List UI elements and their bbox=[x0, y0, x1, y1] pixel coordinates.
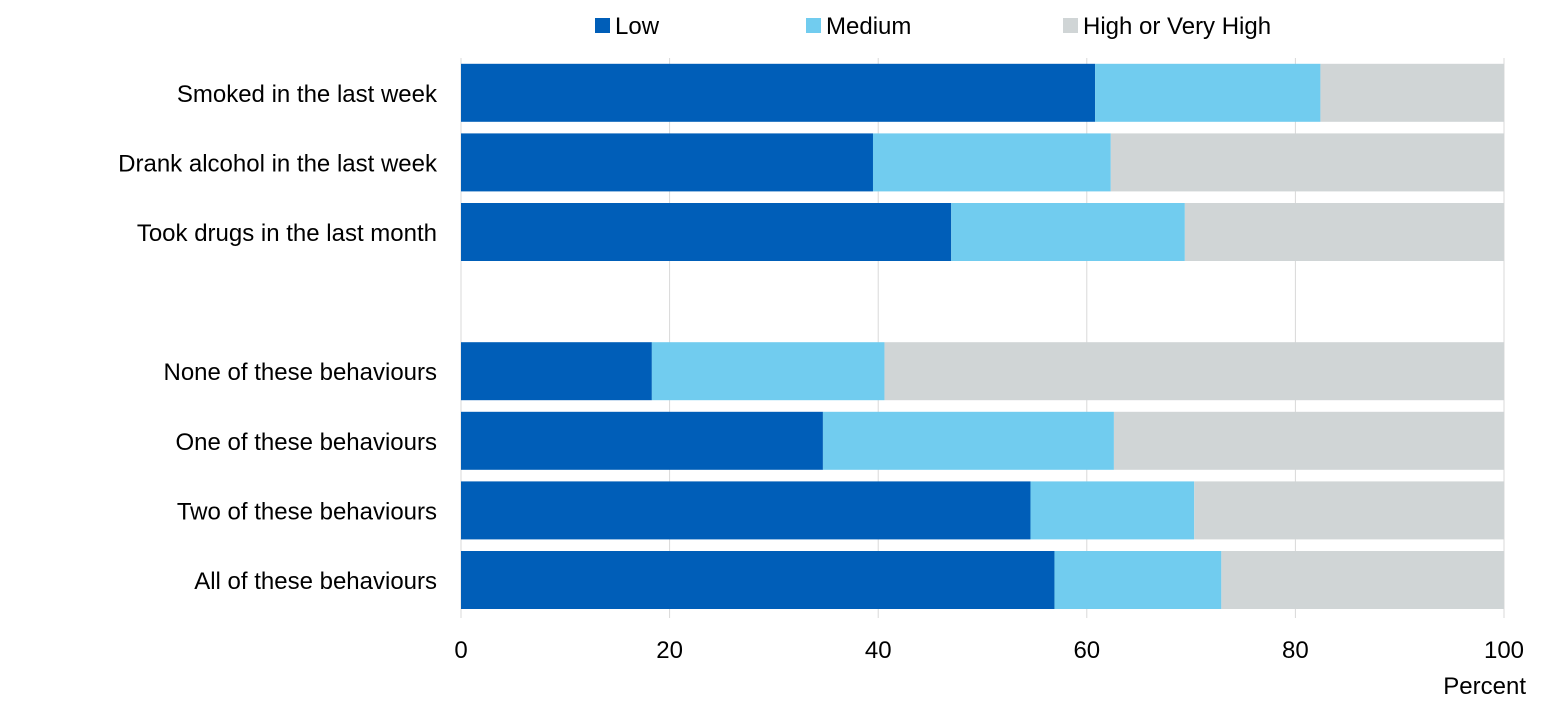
legend-swatch bbox=[1063, 18, 1078, 33]
bar-high-or-very-high-row-7 bbox=[1221, 551, 1504, 609]
bars bbox=[461, 63, 1504, 609]
bar-high-or-very-high-row-4 bbox=[884, 342, 1504, 401]
category-labels: Smoked in the last week Drank alcohol in … bbox=[118, 81, 438, 595]
x-tick-label: 60 bbox=[1073, 637, 1100, 664]
category-label: Two of these behaviours bbox=[177, 498, 437, 525]
bar-medium-row-7 bbox=[1054, 551, 1222, 609]
bar-low-row-2 bbox=[461, 203, 952, 261]
category-label: Drank alcohol in the last week bbox=[118, 150, 438, 177]
legend: Low Medium High or Very High bbox=[595, 13, 1271, 40]
bar-medium-row-4 bbox=[651, 342, 885, 401]
x-tick-label: 20 bbox=[656, 637, 683, 664]
x-axis-ticks: 0 20 40 60 80 100 bbox=[454, 637, 1524, 664]
x-axis-title: Percent bbox=[1443, 673, 1526, 700]
bar-medium-row-0 bbox=[1095, 63, 1321, 122]
bar-high-or-very-high-row-6 bbox=[1194, 481, 1504, 540]
bar-medium-row-5 bbox=[822, 411, 1114, 470]
bar-low-row-6 bbox=[461, 481, 1031, 540]
bar-medium-row-2 bbox=[951, 203, 1185, 261]
legend-label: High or Very High bbox=[1083, 13, 1271, 40]
bar-low-row-4 bbox=[461, 342, 652, 401]
bar-low-row-7 bbox=[461, 551, 1055, 609]
bar-high-or-very-high-row-5 bbox=[1113, 411, 1504, 470]
bar-medium-row-6 bbox=[1030, 481, 1195, 540]
category-label: None of these behaviours bbox=[163, 359, 437, 386]
category-label: All of these behaviours bbox=[194, 568, 437, 595]
bar-low-row-5 bbox=[461, 411, 823, 470]
legend-label: Low bbox=[615, 13, 660, 40]
x-tick-label: 40 bbox=[865, 637, 892, 664]
bar-low-row-0 bbox=[461, 63, 1096, 122]
category-label: Smoked in the last week bbox=[177, 81, 438, 108]
legend-label: Medium bbox=[826, 13, 911, 40]
x-tick-label: 0 bbox=[454, 637, 467, 664]
bar-high-or-very-high-row-1 bbox=[1110, 133, 1504, 192]
legend-swatch bbox=[595, 18, 610, 33]
bar-medium-row-1 bbox=[872, 133, 1111, 192]
x-tick-label: 100 bbox=[1484, 637, 1524, 664]
bar-high-or-very-high-row-0 bbox=[1320, 63, 1504, 122]
bar-low-row-1 bbox=[461, 133, 873, 192]
bar-high-or-very-high-row-2 bbox=[1184, 203, 1504, 261]
category-label: One of these behaviours bbox=[175, 429, 437, 456]
category-label: Took drugs in the last month bbox=[137, 220, 437, 247]
x-tick-label: 80 bbox=[1282, 637, 1309, 664]
legend-swatch bbox=[806, 18, 821, 33]
